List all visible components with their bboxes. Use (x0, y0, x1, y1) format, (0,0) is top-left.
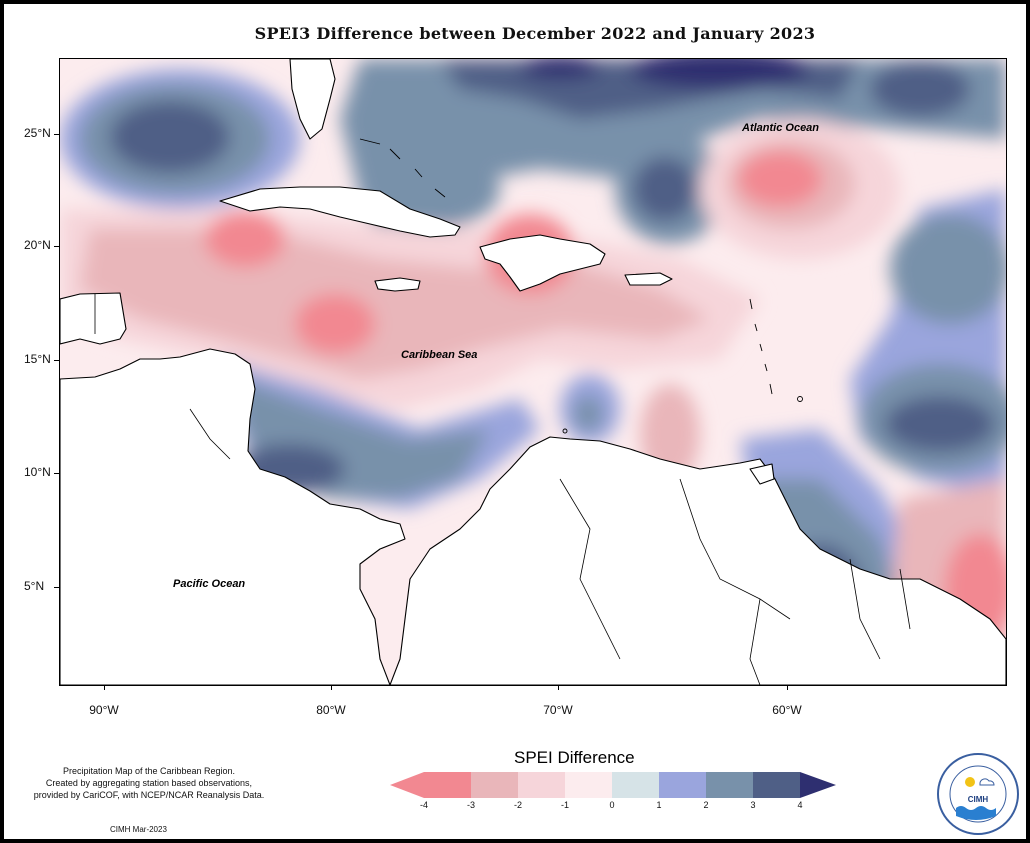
legend-tick: 3 (750, 800, 756, 810)
lat-tick-25 (54, 134, 59, 135)
lat-label: 10°N (24, 465, 51, 479)
sun-icon (965, 777, 975, 787)
legend-tick: 4 (797, 800, 803, 810)
legend-tick: -1 (560, 800, 569, 810)
caribbean-sea-label: Caribbean Sea (401, 349, 478, 361)
legend-swatch (612, 772, 659, 798)
legend-tick: 1 (656, 800, 662, 810)
legend-tick: 2 (703, 800, 709, 810)
lat-label: 20°N (24, 238, 51, 252)
lon-tick-70 (558, 685, 559, 690)
credit-text: CIMH Mar-2023 (110, 825, 167, 834)
page: SPEI3 Difference between December 2022 a… (4, 4, 1026, 839)
cloud-icon (979, 778, 995, 786)
small-islands (359, 138, 803, 434)
legend-tick: 0 (609, 800, 615, 810)
lon-tick-80 (331, 685, 332, 690)
legend-swatch (518, 772, 565, 798)
lon-tick-60 (787, 685, 788, 690)
lon-tick-90 (104, 685, 105, 690)
lon-label: 60°W (772, 703, 802, 717)
legend-swatch (424, 772, 471, 798)
waves-icon (956, 806, 996, 820)
legend-swatch (471, 772, 518, 798)
legend-title: SPEI Difference (514, 748, 635, 767)
country-borders (94, 294, 911, 685)
lon-label: 90°W (89, 703, 119, 717)
map-panel (59, 58, 1007, 686)
lat-label: 25°N (24, 126, 51, 140)
legend-swatch (659, 772, 706, 798)
legend-tick: -2 (513, 800, 522, 810)
legend-arrow-right (800, 772, 836, 798)
logo-name: CIMH (968, 795, 989, 804)
footnote-line: Precipitation Map of the Caribbean Regio… (62, 766, 236, 776)
legend-tick: -3 (466, 800, 475, 810)
legend-tick: -4 (419, 800, 428, 810)
legend-swatch (565, 772, 612, 798)
lon-label: 70°W (543, 703, 573, 717)
atlantic-ocean-label: Atlantic Ocean (742, 122, 820, 134)
lat-tick-20 (54, 246, 59, 247)
pacific-ocean-label: Pacific Ocean (173, 578, 246, 590)
lon-label: 80°W (316, 703, 346, 717)
cimh-logo: CIMH (937, 753, 1019, 835)
footnote-line: provided by CariCOF, with NCEP/NCAR Rean… (33, 790, 265, 800)
legend-colorbar (390, 772, 836, 798)
spei-map (60, 59, 1006, 685)
lat-tick-5 (54, 587, 59, 588)
footnote: Precipitation Map of the Caribbean Regio… (9, 765, 289, 801)
land-masses (60, 59, 1006, 685)
lat-tick-15 (54, 360, 59, 361)
legend-arrow-left (390, 772, 424, 798)
legend-swatch (706, 772, 753, 798)
lat-tick-10 (54, 473, 59, 474)
footnote-line: Created by aggregating station based obs… (45, 778, 253, 788)
map-title: SPEI3 Difference between December 2022 a… (254, 24, 816, 43)
legend-swatch (753, 772, 800, 798)
lat-label: 15°N (24, 352, 51, 366)
lat-label: 5°N (24, 579, 45, 593)
